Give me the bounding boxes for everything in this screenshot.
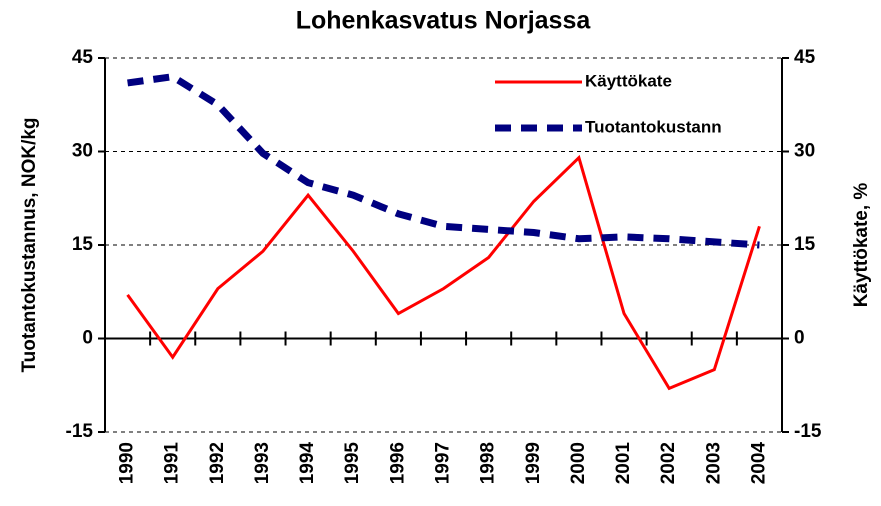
x-tick-label: 1993 <box>252 442 273 484</box>
chart-title: Lohenkasvatus Norjassa <box>296 7 592 35</box>
y-tick-label: 30 <box>72 141 93 162</box>
series-line <box>126 154 761 391</box>
x-tick-label: 1995 <box>342 442 363 485</box>
x-tick-label: 1999 <box>523 442 544 484</box>
x-tick-label: 1997 <box>433 442 454 484</box>
x-tick-label: 2000 <box>568 442 589 484</box>
x-tick-label: 1994 <box>297 442 318 485</box>
x-tick-label: 1998 <box>478 442 499 484</box>
y2-tick-label: 30 <box>794 141 815 162</box>
y-tick-label: 15 <box>72 234 94 255</box>
x-tick-label: 2002 <box>658 442 679 484</box>
y-tick-label: 0 <box>82 328 93 349</box>
legend-label: Käyttökate <box>585 71 672 90</box>
y2-tick-label: -15 <box>794 421 822 442</box>
y-tick-label: -15 <box>66 421 94 442</box>
legend-label: Tuotantokustann <box>585 117 722 136</box>
y-tick-label: 45 <box>72 47 94 68</box>
x-tick-label: 1996 <box>387 442 408 484</box>
series-line <box>127 73 760 249</box>
x-tick-label: 1990 <box>117 442 138 484</box>
x-tick-label: 2001 <box>613 442 634 485</box>
x-tick-label: 1991 <box>162 442 183 485</box>
x-tick-label: 2004 <box>748 442 769 485</box>
y2-tick-label: 15 <box>794 234 816 255</box>
y-axis-title: Tuotantokustannus, NOK/kg <box>19 117 40 372</box>
x-tick-label: 1992 <box>207 442 228 484</box>
y2-tick-label: 0 <box>794 328 805 349</box>
y2-axis-title: Käyttökate, % <box>851 183 872 308</box>
x-tick-label: 2003 <box>703 442 724 484</box>
y2-tick-label: 45 <box>794 47 816 68</box>
